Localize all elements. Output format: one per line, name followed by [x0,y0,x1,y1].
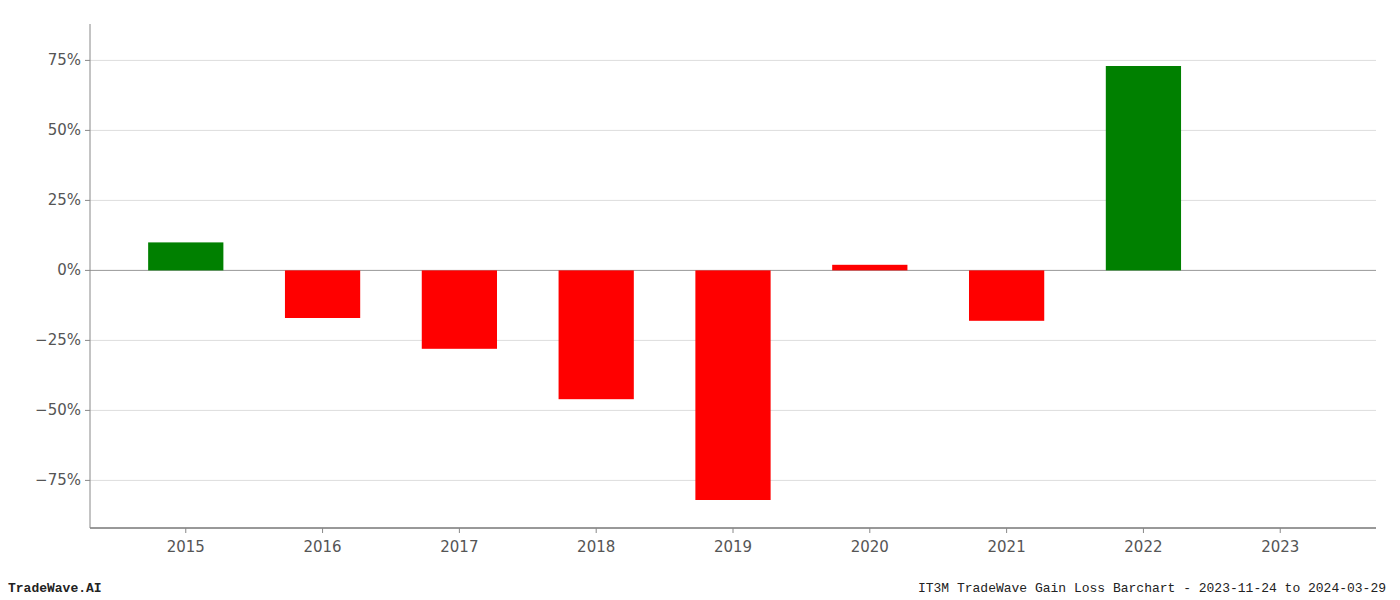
x-tick [1143,528,1144,533]
y-tick-label: 25% [48,191,81,209]
x-tick [459,528,460,533]
y-tick-label: −50% [35,401,81,419]
title: IT3M TradeWave Gain Loss Barchart - 2023… [918,581,1386,596]
y-tick-label: −25% [35,331,81,349]
footer-left: TradeWave.AI [8,581,102,596]
y-tick [85,480,90,481]
grid-line [90,130,1376,131]
x-tick-label: 2023 [1261,538,1299,556]
y-tick-label: 50% [48,121,81,139]
y-tick [85,410,90,411]
y-tick [85,60,90,61]
bar [969,270,1044,320]
x-tick [185,528,186,533]
chart: −75% −50% −25% 0% 25% 50% 75% 2015 2016 2017 2018 2… [0,0,1400,600]
bar [1106,66,1181,270]
y-tick [85,340,90,341]
axes: −75% −50% −25% 0% 25% 50% 75% 2015 2016 2017 2018 2… [35,24,1376,556]
grid-line [90,200,1376,201]
y-tick-label: 0% [57,261,81,279]
y-axis-line [90,24,91,528]
bar [422,270,497,348]
bar [285,270,360,318]
x-tick-label: 2018 [577,538,615,556]
x-tick-label: 2016 [303,538,341,556]
y-tick-label: 75% [48,51,81,69]
bars [148,66,1181,500]
x-tick [1006,528,1007,533]
background [0,0,1400,600]
x-tick [1280,528,1281,533]
y-tick [85,270,90,271]
bar [695,270,770,500]
x-tick-label: 2015 [167,538,205,556]
y-tick [85,130,90,131]
bar [559,270,634,399]
y-tick-label: −75% [35,471,81,489]
x-tick-label: 2019 [714,538,752,556]
x-tick [322,528,323,533]
y-tick [85,200,90,201]
x-tick [869,528,870,533]
x-tick-label: 2017 [440,538,478,556]
x-tick-label: 2021 [988,538,1026,556]
bar [832,265,907,271]
x-tick-label: 2022 [1124,538,1162,556]
x-tick-label: 2020 [851,538,889,556]
x-tick [596,528,597,533]
x-tick [733,528,734,533]
bar [148,242,223,270]
chart-container: −75% −50% −25% 0% 25% 50% 75% 2015 2016 2017 2018 2… [0,0,1400,600]
grid-line [90,60,1376,61]
